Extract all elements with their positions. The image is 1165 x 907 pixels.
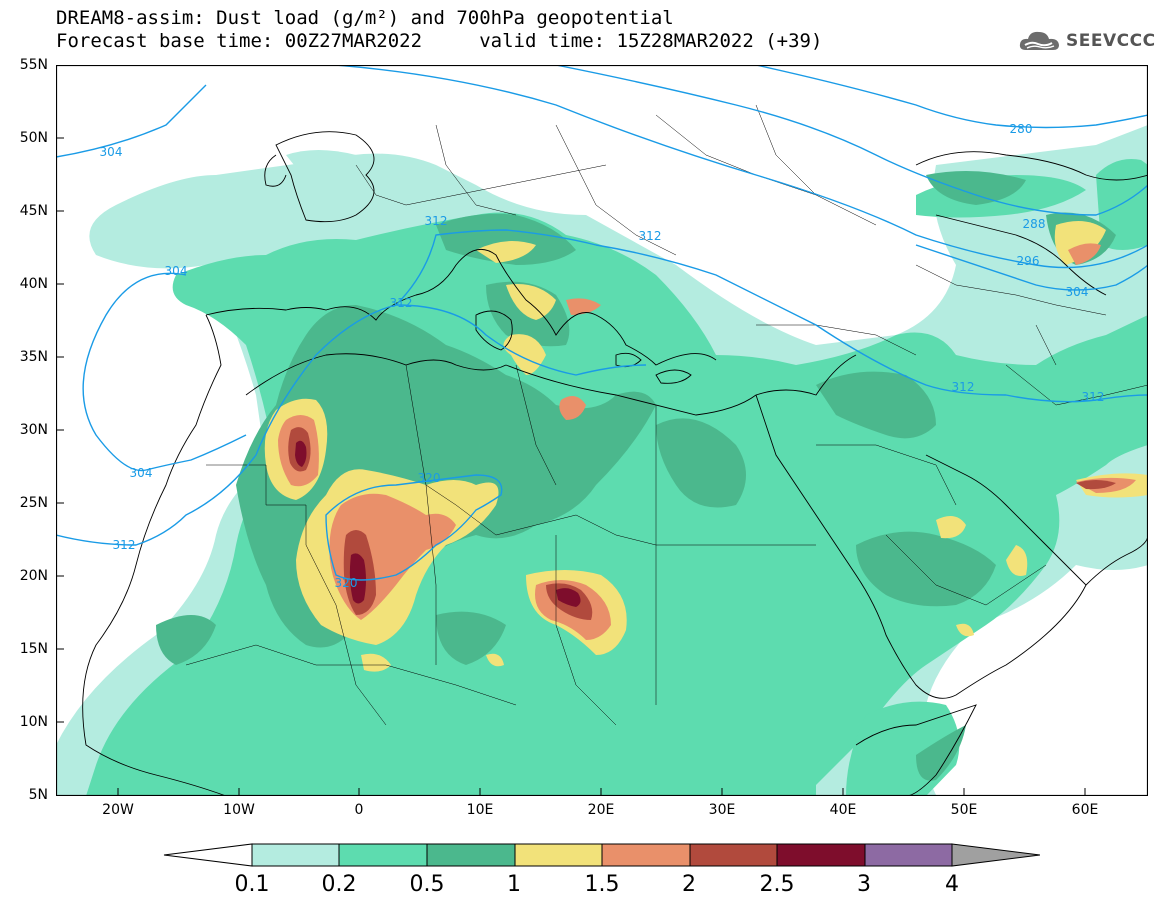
coastlines	[82, 131, 1148, 796]
contour-label: 312	[639, 229, 662, 243]
contour-label: 304	[1066, 285, 1089, 299]
lat-label: 30N	[19, 422, 48, 438]
map-title: DREAM8-assim: Dust load (g/m²) and 700hP…	[56, 7, 674, 29]
lon-label: 40E	[829, 802, 857, 818]
lat-label: 5N	[28, 787, 48, 803]
colorbar-label: 0.1	[234, 872, 270, 897]
contour-304-north	[56, 84, 207, 158]
lat-label: 10N	[19, 714, 48, 730]
contour-upper-1	[335, 65, 1148, 269]
contour-label: 312	[1082, 390, 1105, 404]
lon-label: 20W	[102, 802, 134, 818]
colorbar-swatch	[864, 843, 953, 867]
lon-label: 30E	[708, 802, 736, 818]
colorbar	[163, 843, 1040, 867]
colorbar-swatch	[601, 843, 691, 867]
contour-label: 304	[130, 466, 153, 480]
colorbar-label: 4	[945, 872, 959, 897]
lat-label: 50N	[19, 130, 48, 146]
colorbar-label: 3	[857, 872, 871, 897]
colorbar-label: 0.2	[321, 872, 357, 897]
contour-312-mid	[395, 229, 1148, 403]
colorbar-label: 1	[507, 872, 521, 897]
contour-label: 312	[113, 538, 136, 552]
colorbar-swatch	[689, 843, 778, 867]
dust-level-2-5	[295, 440, 581, 607]
lon-label: 10W	[223, 802, 255, 818]
contour-label: 312	[952, 380, 975, 394]
cloud-icon	[1019, 31, 1059, 50]
contour-label: 312	[390, 296, 413, 310]
lat-label: 35N	[19, 349, 48, 365]
lon-label: 60E	[1071, 802, 1099, 818]
contour-312-west	[56, 304, 647, 546]
lon-label: 10E	[466, 802, 494, 818]
map-border	[56, 65, 1148, 796]
colorbar-label: 1.5	[584, 872, 620, 897]
colorbar-label: 2.5	[759, 872, 795, 897]
contour-upper-4	[915, 244, 1148, 291]
contour-label: 312	[425, 214, 448, 228]
colorbar-label: 2	[682, 872, 696, 897]
map-subtitle: Forecast base time: 00Z27MAR2022 valid t…	[56, 30, 823, 52]
colorbar-label: 0.5	[409, 872, 445, 897]
colorbar-swatch	[776, 843, 866, 867]
contour-label: 296	[1017, 254, 1040, 268]
colorbar-swatch	[514, 843, 603, 867]
contour-upper-2	[555, 65, 1148, 216]
map-ticks	[56, 65, 1086, 796]
lat-label: 45N	[19, 203, 48, 219]
lat-label: 40N	[19, 276, 48, 292]
colorbar-swatch	[251, 843, 340, 867]
lon-label: 20E	[587, 802, 615, 818]
contour-label: 288	[1023, 217, 1046, 231]
contour-304-west-loop	[82, 272, 247, 472]
seevccc-logo: SEEVCCC	[1018, 26, 1156, 56]
contour-320	[325, 474, 503, 581]
lat-label: 20N	[19, 568, 48, 584]
contour-label: 320	[335, 576, 358, 590]
contour-labels: 304 312 304 312 304 312 320 320 312 312 …	[100, 122, 1105, 590]
lon-label: 0	[354, 802, 364, 818]
dust-load-map: 304 312 304 312 304 312 320 320 312 312 …	[56, 65, 1148, 796]
colorbar-swatch	[338, 843, 428, 867]
lon-label: 50E	[950, 802, 978, 818]
colorbar-swatch	[426, 843, 516, 867]
contour-upper-3	[755, 65, 1148, 129]
lat-label: 15N	[19, 641, 48, 657]
colorbar-high-arrow	[951, 843, 1040, 867]
contour-label: 320	[418, 471, 441, 485]
colorbar-low-arrow	[163, 843, 253, 867]
contour-label: 304	[165, 264, 188, 278]
contour-label: 304	[100, 145, 123, 159]
contour-label: 280	[1010, 122, 1033, 136]
lat-label: 25N	[19, 495, 48, 511]
logo-text: SEEVCCC	[1066, 31, 1156, 51]
lat-label: 55N	[19, 57, 48, 73]
geopotential-contours	[56, 65, 1148, 581]
